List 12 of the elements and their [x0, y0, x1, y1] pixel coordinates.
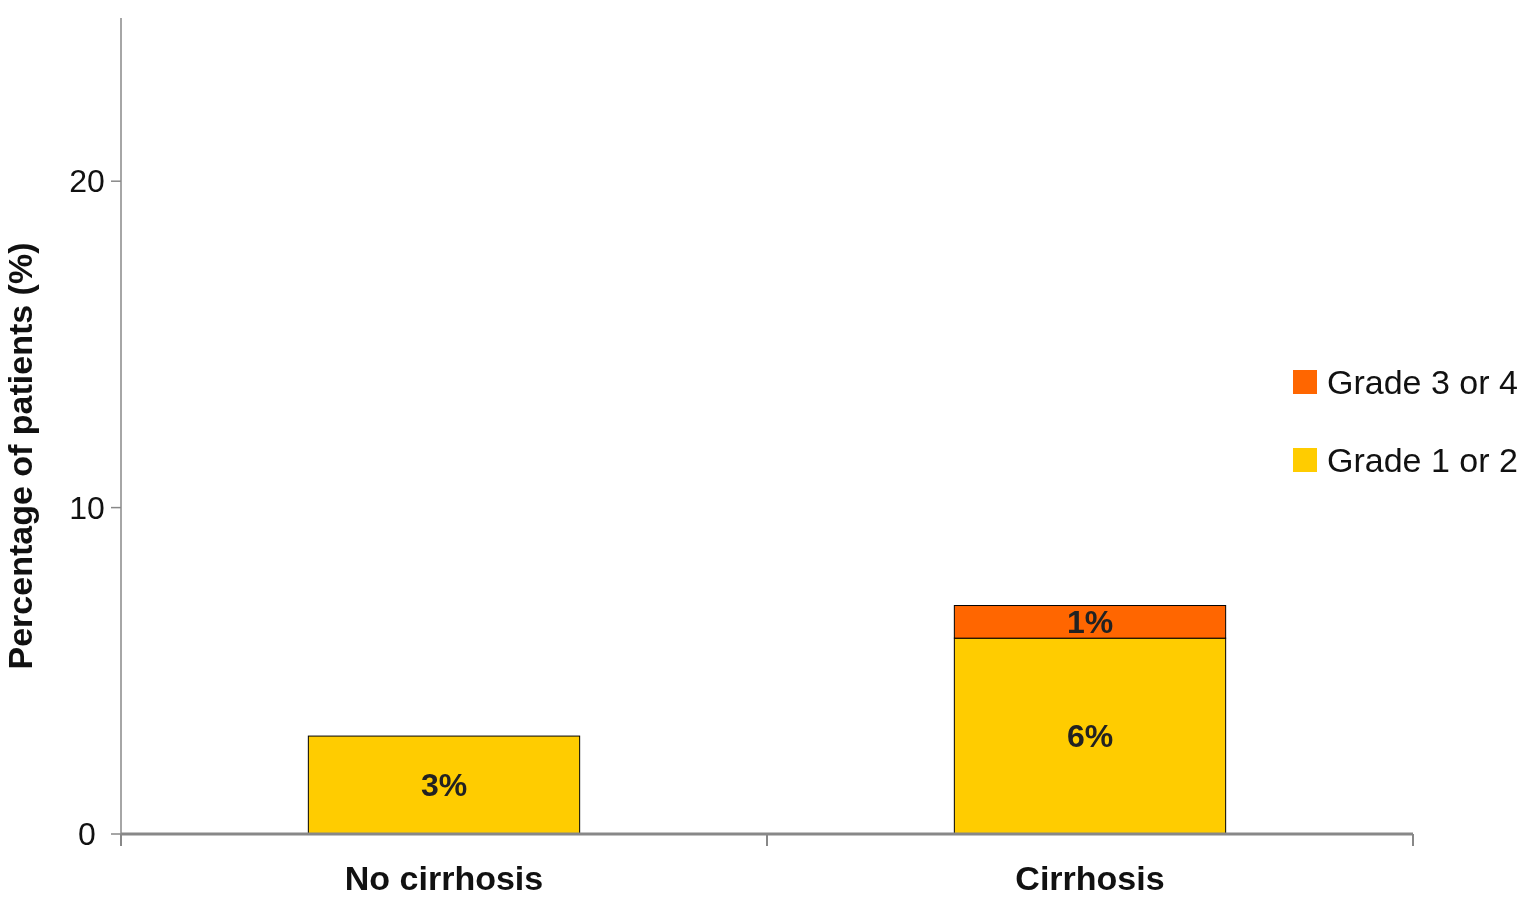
- y-tick-label: 10: [69, 489, 105, 526]
- x-tick-label: Cirrhosis: [1015, 859, 1165, 897]
- data-label: 1%: [1066, 604, 1114, 641]
- y-tick-label: 0: [78, 816, 96, 853]
- data-label: 6%: [1066, 718, 1114, 755]
- x-tick-label: No cirrhosis: [344, 859, 544, 897]
- y-tick-label: 20: [69, 163, 105, 200]
- bar: [307, 735, 581, 835]
- legend-label: Grade 1 or 2: [1327, 440, 1518, 479]
- data-label: 3%: [420, 767, 468, 804]
- y-axis-title: Percentage of patients (%): [1, 242, 39, 670]
- legend-label: Grade 3 or 4: [1327, 362, 1518, 401]
